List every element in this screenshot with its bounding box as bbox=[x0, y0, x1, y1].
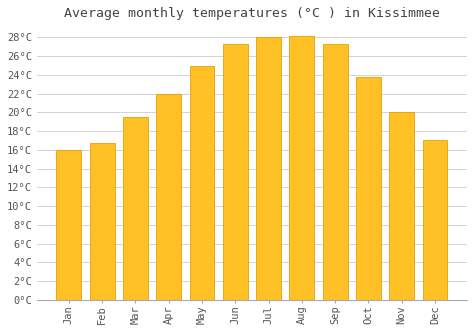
Bar bbox=[156, 94, 181, 300]
Bar bbox=[356, 77, 381, 300]
Bar bbox=[290, 35, 314, 300]
Bar bbox=[190, 66, 214, 300]
Bar bbox=[256, 37, 281, 300]
Bar bbox=[56, 150, 82, 300]
Bar bbox=[223, 44, 248, 300]
Bar bbox=[123, 117, 148, 300]
Bar bbox=[90, 143, 115, 300]
Bar bbox=[422, 140, 447, 300]
Bar bbox=[389, 113, 414, 300]
Bar bbox=[323, 44, 347, 300]
Title: Average monthly temperatures (°C ) in Kissimmee: Average monthly temperatures (°C ) in Ki… bbox=[64, 7, 440, 20]
